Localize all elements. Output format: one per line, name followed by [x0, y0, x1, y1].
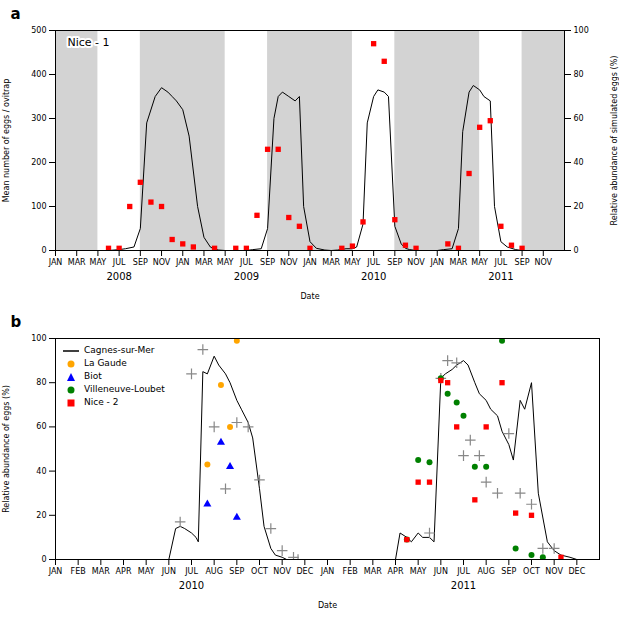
svg-text:MAY: MAY	[138, 567, 155, 576]
svg-text:DEC: DEC	[568, 567, 585, 576]
svg-text:MAY: MAY	[217, 258, 234, 267]
svg-text:Relative abundance of simulate: Relative abundance of simulated eggs (%)	[610, 56, 619, 226]
svg-text:AUG: AUG	[205, 567, 223, 576]
svg-text:NOV: NOV	[153, 258, 171, 267]
svg-text:SEP: SEP	[501, 567, 516, 576]
svg-text:JUL: JUL	[239, 258, 253, 267]
svg-text:60: 60	[574, 114, 584, 123]
svg-text:MAR: MAR	[449, 258, 467, 267]
svg-text:100: 100	[31, 334, 46, 343]
svg-text:100: 100	[31, 202, 46, 211]
html-text:Nice - 2: Nice - 2	[84, 397, 119, 407]
svg-text:JAN: JAN	[320, 567, 335, 576]
svg-text:b: b	[11, 313, 22, 331]
svg-text:JUN: JUN	[433, 567, 448, 576]
html-text:Cagnes-sur-Mer: Cagnes-sur-Mer	[84, 345, 155, 355]
svg-text:JUL: JUL	[456, 567, 470, 576]
html-text:Biot: Biot	[84, 371, 102, 381]
svg-text:MAY: MAY	[410, 567, 427, 576]
svg-text:JAN: JAN	[48, 567, 63, 576]
svg-text:MAR: MAR	[364, 567, 382, 576]
svg-text:NOV: NOV	[280, 258, 298, 267]
svg-text:60: 60	[36, 422, 46, 431]
svg-text:400: 400	[31, 70, 46, 79]
svg-text:500: 500	[31, 26, 46, 35]
svg-text:MAR: MAR	[195, 258, 213, 267]
svg-text:MAY: MAY	[90, 258, 107, 267]
svg-text:20: 20	[36, 511, 46, 520]
svg-text:APR: APR	[116, 567, 132, 576]
svg-text:MAR: MAR	[68, 258, 86, 267]
svg-text:JAN: JAN	[302, 258, 317, 267]
svg-text:FEB: FEB	[343, 567, 358, 576]
svg-text:NOV: NOV	[273, 567, 291, 576]
svg-text:Date: Date	[318, 601, 337, 610]
svg-text:SEP: SEP	[260, 258, 275, 267]
svg-text:AUG: AUG	[477, 567, 495, 576]
svg-text:200: 200	[31, 158, 46, 167]
svg-text:40: 40	[36, 467, 46, 476]
svg-text:100: 100	[574, 26, 589, 35]
svg-text:SEP: SEP	[229, 567, 244, 576]
svg-text:0: 0	[41, 246, 46, 255]
svg-text:2011: 2011	[488, 271, 513, 282]
svg-text:JUN: JUN	[161, 567, 176, 576]
svg-text:FEB: FEB	[71, 567, 86, 576]
svg-text:MAR: MAR	[92, 567, 110, 576]
svg-text:2009: 2009	[234, 271, 259, 282]
svg-text:JAN: JAN	[48, 258, 63, 267]
svg-text:40: 40	[574, 158, 584, 167]
svg-text:20: 20	[574, 202, 584, 211]
svg-text:JUL: JUL	[184, 567, 198, 576]
svg-text:Date: Date	[300, 292, 319, 301]
svg-text:NOV: NOV	[534, 258, 552, 267]
svg-text:JUL: JUL	[494, 258, 508, 267]
svg-text:NOV: NOV	[545, 567, 563, 576]
svg-text:APR: APR	[388, 567, 404, 576]
svg-text:2010: 2010	[361, 271, 386, 282]
svg-text:a: a	[11, 5, 21, 23]
svg-text:JUL: JUL	[366, 258, 380, 267]
svg-text:SEP: SEP	[515, 258, 530, 267]
svg-text:2008: 2008	[106, 271, 131, 282]
svg-text:Nice - 1: Nice - 1	[68, 36, 110, 49]
svg-text:Relative abundance of eggs (%): Relative abundance of eggs (%)	[2, 385, 11, 513]
svg-text:MAR: MAR	[322, 258, 340, 267]
svg-text:Mean number of eggs / ovitrap: Mean number of eggs / ovitrap	[2, 79, 11, 203]
svg-text:0: 0	[41, 555, 46, 564]
html-text:La Gaude: La Gaude	[84, 358, 127, 368]
svg-text:2011: 2011	[451, 580, 476, 591]
svg-text:300: 300	[31, 114, 46, 123]
svg-text:OCT: OCT	[523, 567, 540, 576]
svg-text:NOV: NOV	[407, 258, 425, 267]
svg-text:MAY: MAY	[344, 258, 361, 267]
svg-text:OCT: OCT	[251, 567, 268, 576]
svg-text:SEP: SEP	[387, 258, 402, 267]
html-text:Villeneuve-Loubet: Villeneuve-Loubet	[84, 384, 165, 394]
svg-text:JAN: JAN	[175, 258, 190, 267]
svg-text:SEP: SEP	[133, 258, 148, 267]
svg-text:80: 80	[574, 70, 584, 79]
svg-text:DEC: DEC	[296, 567, 313, 576]
svg-text:80: 80	[36, 378, 46, 387]
svg-text:JAN: JAN	[429, 258, 444, 267]
svg-text:0: 0	[574, 246, 579, 255]
svg-text:MAY: MAY	[471, 258, 488, 267]
svg-text:JUL: JUL	[112, 258, 126, 267]
svg-text:2010: 2010	[179, 580, 204, 591]
